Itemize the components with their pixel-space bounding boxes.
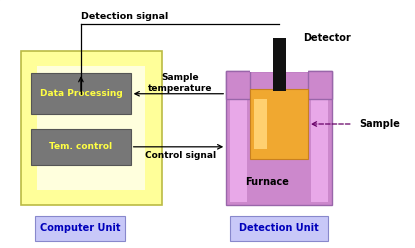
Bar <box>250 64 308 71</box>
Bar <box>31 73 131 114</box>
Bar <box>230 73 247 202</box>
Text: Detection Unit: Detection Unit <box>239 223 319 233</box>
Bar <box>250 64 308 71</box>
Bar <box>21 51 162 205</box>
Bar <box>31 129 131 165</box>
Bar <box>35 216 124 241</box>
Bar <box>308 71 332 99</box>
Bar <box>230 216 328 241</box>
Text: Sample: Sample <box>359 119 400 129</box>
Text: Detector: Detector <box>303 33 351 43</box>
Bar <box>226 71 250 99</box>
Text: Computer Unit: Computer Unit <box>40 223 120 233</box>
Bar <box>226 71 332 205</box>
Bar <box>37 66 145 190</box>
Text: Sample
temperature: Sample temperature <box>148 73 213 93</box>
Bar <box>254 99 267 149</box>
Text: Tem. control: Tem. control <box>49 142 112 152</box>
Bar <box>250 67 308 72</box>
Bar <box>273 38 286 91</box>
Text: Control signal: Control signal <box>145 151 216 159</box>
Bar <box>250 89 308 159</box>
Text: Furnace: Furnace <box>245 177 289 187</box>
Bar <box>311 73 328 202</box>
Bar <box>273 45 286 91</box>
Text: Data Processing: Data Processing <box>39 89 122 98</box>
Text: Detection signal: Detection signal <box>81 12 168 21</box>
